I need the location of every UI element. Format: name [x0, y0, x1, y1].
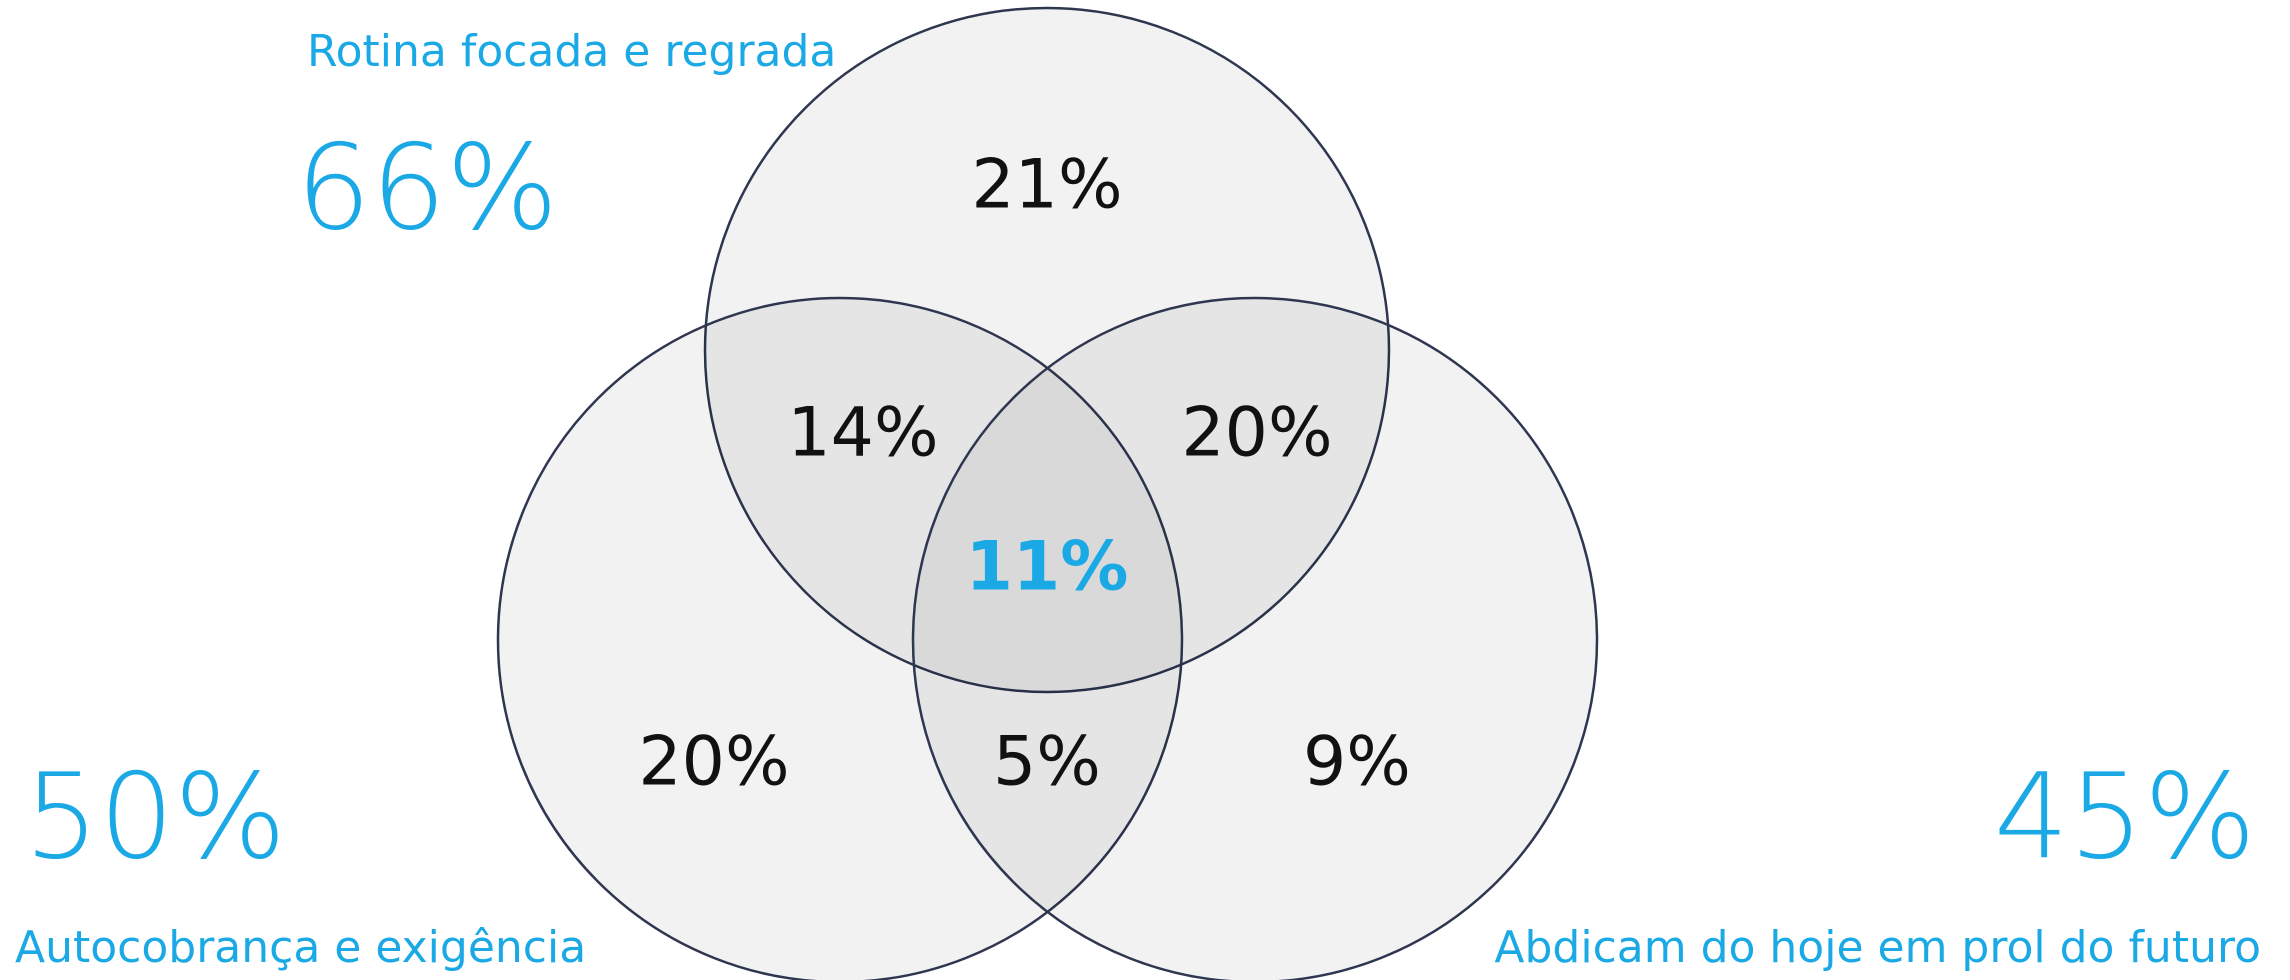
set-label: Abdicam do hoje em prol do futuro — [1494, 922, 2261, 973]
region-label: 14% — [787, 394, 938, 473]
region-label: 20% — [638, 723, 789, 802]
region-label: 21% — [971, 146, 1122, 225]
region-label: 11% — [966, 528, 1129, 607]
set-circle-left — [496, 296, 1184, 980]
set-label: Autocobrança e exigência — [15, 922, 586, 973]
region-label: 5% — [993, 723, 1101, 802]
region-label: 9% — [1303, 723, 1411, 802]
set-circle-top — [703, 6, 1391, 694]
set-total: 66% — [296, 118, 558, 256]
set-label: Rotina focada e regrada — [307, 26, 836, 77]
region-label: 20% — [1181, 394, 1332, 473]
set-total: 45% — [1994, 747, 2256, 885]
set-total: 50% — [24, 747, 286, 885]
set-circle-right — [911, 296, 1599, 980]
